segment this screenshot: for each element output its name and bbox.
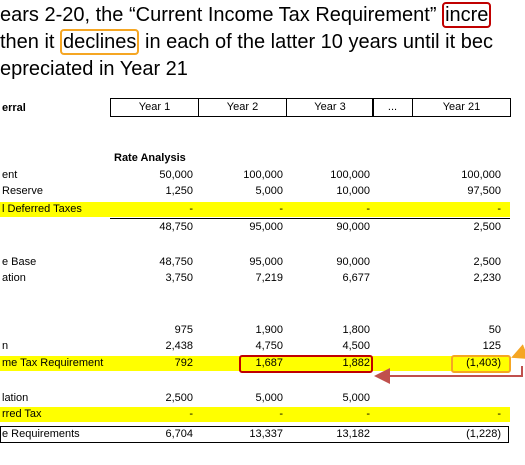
text-line: epreciated in Year 21	[0, 58, 188, 81]
text-span: in each of the latter 10 years until it …	[139, 31, 493, 53]
row-highlight	[0, 202, 510, 217]
column-header: Year 1	[110, 98, 199, 117]
cell: 2,500	[165, 392, 193, 404]
cell: 1,687	[255, 357, 283, 369]
cell: 7,219	[255, 272, 283, 284]
total-box	[0, 426, 509, 443]
cell: 100,000	[243, 169, 283, 181]
cell: 97,500	[467, 185, 501, 197]
cell: 1,800	[342, 324, 370, 336]
cell: -	[366, 203, 370, 215]
column-header: ...	[372, 98, 413, 117]
row-label: rred Tax	[2, 408, 42, 420]
cell: -	[189, 203, 193, 215]
sum-rule	[110, 218, 510, 219]
cell: 2,438	[165, 340, 193, 352]
cell: 2,500	[473, 221, 501, 233]
cell: 50	[488, 324, 501, 336]
highlighted-word: declines	[60, 29, 140, 55]
row-label: n	[2, 340, 9, 352]
row-label: Reserve	[2, 185, 43, 197]
highlighted-word: incre	[442, 2, 492, 28]
cell: (1,228)	[466, 428, 501, 440]
cell: -	[366, 408, 370, 420]
section-label: Rate Analysis	[114, 152, 186, 164]
cell: (1,403)	[466, 357, 501, 369]
cell: -	[279, 203, 283, 215]
cell: 48,750	[159, 256, 193, 268]
cell: 10,000	[336, 185, 370, 197]
cell: 5,000	[255, 185, 283, 197]
cell: -	[279, 408, 283, 420]
header-label: erral	[2, 102, 26, 114]
cell: 13,337	[249, 428, 283, 440]
cell: 125	[482, 340, 501, 352]
cell: 5,000	[342, 392, 370, 404]
cell: 95,000	[249, 221, 283, 233]
cell: 4,750	[255, 340, 283, 352]
column-header: Year 2	[198, 98, 287, 117]
row-highlight	[0, 407, 510, 422]
cell: 50,000	[159, 169, 193, 181]
cell: 6,677	[342, 272, 370, 284]
cell: 5,000	[255, 392, 283, 404]
cell: 1,900	[255, 324, 283, 336]
cell: 95,000	[249, 256, 283, 268]
cell: 2,230	[473, 272, 501, 284]
cell: 90,000	[336, 256, 370, 268]
cell: 1,882	[342, 357, 370, 369]
orange-arrow	[511, 344, 525, 359]
cell: -	[497, 408, 501, 420]
text-span: epreciated in Year 21	[0, 58, 188, 80]
column-header: Year 3	[286, 98, 374, 117]
text-line: then it declines in each of the latter 1…	[0, 29, 493, 55]
row-label: l Deferred Taxes	[2, 203, 82, 215]
cell: 2,500	[473, 256, 501, 268]
cell: 975	[174, 324, 193, 336]
cell: 792	[174, 357, 193, 369]
cell: -	[497, 203, 501, 215]
cell: 48,750	[159, 221, 193, 233]
cell: 13,182	[336, 428, 370, 440]
cell: 6,704	[165, 428, 193, 440]
cell: -	[189, 408, 193, 420]
row-label: e Base	[2, 256, 37, 268]
text-line: ears 2-20, the “Current Income Tax Requi…	[0, 2, 492, 28]
row-label: e Requirements	[2, 428, 80, 440]
cell: 90,000	[336, 221, 370, 233]
cell: 100,000	[330, 169, 370, 181]
cell: 4,500	[342, 340, 370, 352]
cell: 3,750	[165, 272, 193, 284]
row-label: me Tax Requirement	[2, 357, 104, 369]
row-label: lation	[2, 392, 29, 404]
row-label: ent	[2, 169, 18, 181]
text-span: ears 2-20, the “Current Income Tax Requi…	[0, 4, 443, 26]
cell: 100,000	[461, 169, 501, 181]
row-label: ation	[2, 272, 26, 284]
column-header: Year 21	[412, 98, 511, 117]
cell: 1,250	[165, 185, 193, 197]
text-span: then it	[0, 31, 61, 53]
